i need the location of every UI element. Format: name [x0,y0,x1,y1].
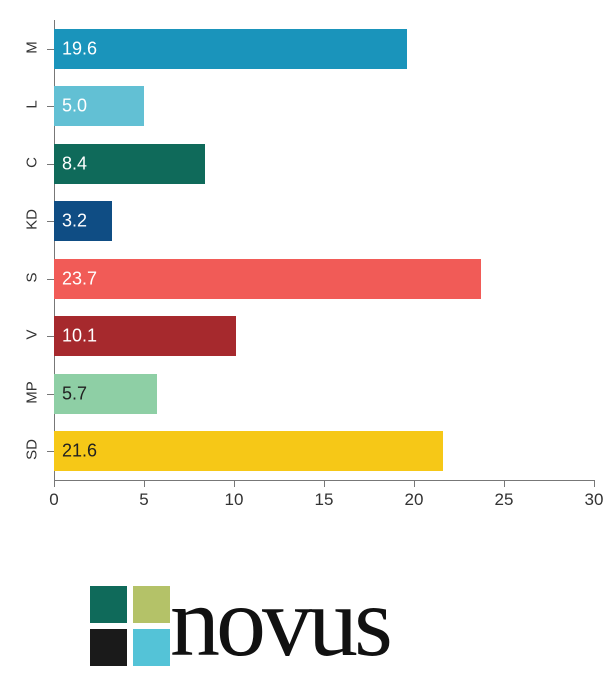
category-label: MP [24,372,41,412]
poll-chart: 19.6 5.0 8.4 3.2 23.7 10.1 5.7 21.6 MLC KD SV MP SD… [0,0,616,530]
x-tick-label: 15 [304,490,344,510]
bar-row: 10.1 [54,316,594,356]
bar-row: 5.7 [54,374,594,414]
bar-value-label: 8.4 [62,153,87,174]
category-label: S [24,257,41,297]
x-tick-label: 30 [574,490,614,510]
bar-value-label: 19.6 [62,38,97,59]
bar-value-label: 5.7 [62,383,87,404]
category-label: SD [24,430,41,470]
bar-value-label: 10.1 [62,326,97,347]
bar-row: 8.4 [54,144,594,184]
category-label: KD [24,200,41,240]
bar-row: 3.2 [54,201,594,241]
bar-row: 5.0 [54,86,594,126]
x-tick [144,480,145,487]
x-tick [234,480,235,487]
plot-area: 19.6 5.0 8.4 3.2 23.7 10.1 5.7 21.6 [54,20,594,480]
logo-wordmark: novus [170,564,389,679]
bar-row: 21.6 [54,431,594,471]
y-tick [47,394,54,395]
bar-row: 19.6 [54,29,594,69]
y-tick [47,49,54,50]
bar [54,431,443,471]
logo-square-tl [90,586,127,623]
y-tick [47,164,54,165]
x-tick-label: 10 [214,490,254,510]
y-tick [47,336,54,337]
x-tick-label: 0 [34,490,74,510]
logo-square-bl [90,629,127,666]
novus-logo: novus [90,580,526,670]
category-label: M [24,27,41,67]
bar-row: 23.7 [54,259,594,299]
bar [54,259,481,299]
x-tick [414,480,415,487]
y-tick [47,106,54,107]
y-tick [47,221,54,222]
y-tick [47,451,54,452]
bar-value-label: 5.0 [62,96,87,117]
category-label: V [24,315,41,355]
bar-value-label: 23.7 [62,268,97,289]
x-tick [594,480,595,487]
x-tick [54,480,55,487]
bar [54,29,407,69]
x-tick-label: 20 [394,490,434,510]
x-tick [504,480,505,487]
category-label: C [24,142,41,182]
logo-square-tr [133,586,170,623]
logo-grid-icon [90,586,170,666]
x-tick [324,480,325,487]
category-label: L [24,85,41,125]
y-tick [47,279,54,280]
x-tick-label: 25 [484,490,524,510]
bar-value-label: 3.2 [62,211,87,232]
logo-square-br [133,629,170,666]
x-tick-label: 5 [124,490,164,510]
bar-value-label: 21.6 [62,441,97,462]
